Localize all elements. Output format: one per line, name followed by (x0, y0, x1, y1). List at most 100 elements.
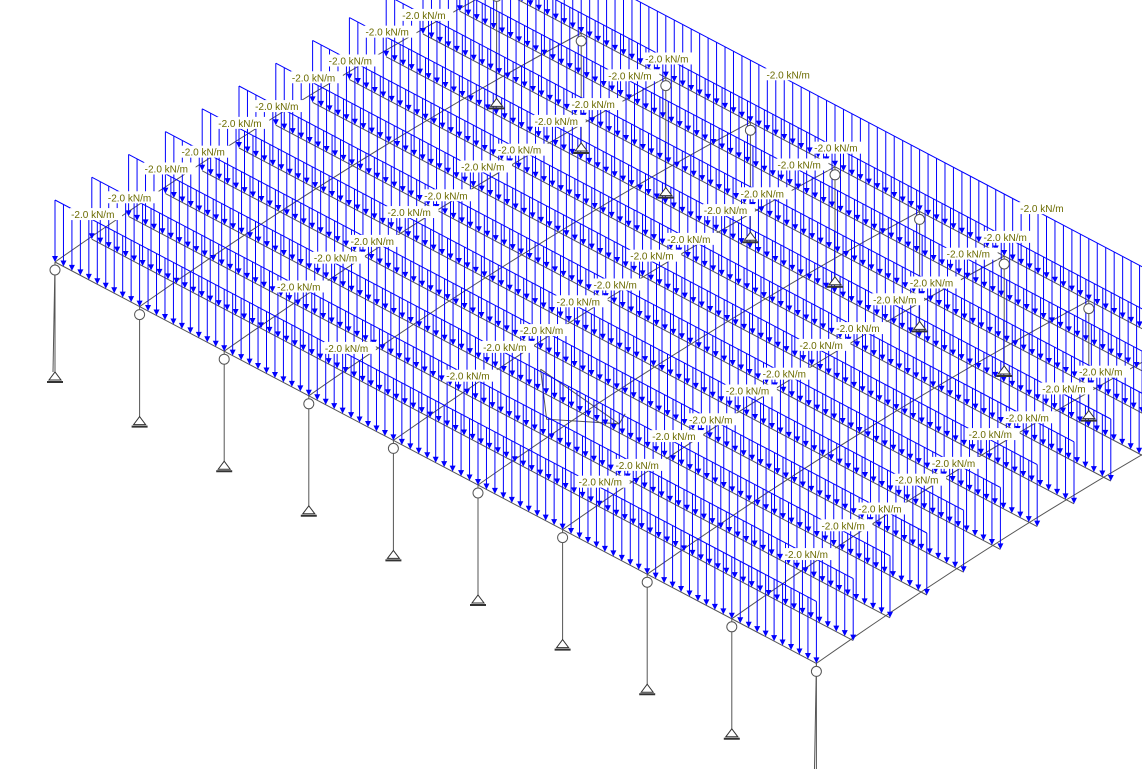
load-arrow-head (518, 122, 525, 129)
load-arrow-head (1045, 484, 1052, 491)
load-arrow-head (839, 418, 846, 425)
load-arrow-head (400, 59, 407, 66)
load-arrow-head (1071, 371, 1078, 378)
load-arrow-head (323, 145, 330, 152)
load-arrow-head (540, 428, 547, 435)
load-arrow-head (450, 86, 457, 93)
load-arrow-head (582, 324, 589, 331)
load-arrow-head (367, 380, 374, 387)
load-arrow-head (527, 126, 534, 133)
load-arrow-head (275, 204, 282, 211)
load-arrow-head (798, 142, 805, 149)
load-arrow-head (887, 359, 894, 366)
load-arrow-head (328, 317, 335, 324)
load-arrow-head (604, 505, 611, 512)
pin-support-icon (217, 460, 232, 470)
load-arrow-head (988, 538, 995, 545)
load-arrow-head (836, 585, 843, 592)
load-arrow-head (176, 237, 183, 244)
load-arrow-head (348, 159, 355, 166)
load-arrow-head (559, 523, 566, 530)
load-arrow-head (179, 196, 186, 203)
load-arrow-head (537, 343, 544, 350)
brace-line (813, 663, 817, 769)
load-arrow-head (758, 206, 765, 213)
load-arrow-head (390, 434, 397, 441)
load-arrow-head (393, 267, 400, 274)
load-arrow-head (790, 603, 797, 610)
load-arrow-head (856, 426, 863, 433)
load-arrow-head (607, 464, 614, 471)
load-arrow-head (923, 589, 930, 595)
load-arrow-head (1046, 358, 1053, 365)
load-arrow-head (385, 262, 392, 269)
load-arrow-head (885, 273, 892, 280)
load-arrow-head (662, 197, 669, 204)
load-arrow-head (878, 480, 885, 487)
load-arrow-head (492, 235, 499, 242)
load-arrow-head (382, 177, 389, 184)
load-label-bg (254, 100, 307, 113)
load-arrow-head (218, 259, 225, 266)
load-arrow-head (724, 188, 731, 195)
load-arrow-head (462, 50, 469, 57)
load-arrow-head (856, 553, 863, 560)
load-arrow-head (792, 224, 799, 231)
load-arrow-head (373, 425, 380, 432)
load-arrow-head (408, 190, 415, 197)
load-arrow-head (763, 504, 770, 511)
load-arrow-head (187, 200, 194, 207)
load-arrow-head (836, 458, 843, 465)
load-arrow-head (830, 539, 837, 546)
load-arrow-head (585, 410, 592, 417)
load-label: -2.0 kN/m (1079, 368, 1122, 379)
load-top-line (201, 108, 964, 511)
load-arrow-head (571, 361, 578, 368)
load-arrow-head (851, 255, 858, 262)
load-arrow-head (506, 411, 513, 418)
load-arrow-head (1119, 312, 1126, 319)
load-arrow-head (788, 517, 795, 524)
load-arrow-head (602, 419, 609, 426)
load-arrow-head (441, 334, 448, 341)
load-arrow-head (308, 349, 315, 356)
load-arrow-head (377, 132, 384, 139)
load-arrow-head (1017, 385, 1024, 392)
load-arrow-head (453, 298, 459, 305)
load-arrow-head (737, 617, 744, 624)
load-arrow-head (1011, 466, 1018, 473)
load-arrow-head (927, 421, 934, 428)
load-arrow-head (859, 386, 866, 393)
load-arrow-head (617, 216, 624, 223)
load-arrow-head (444, 420, 451, 427)
load-arrow-head (763, 251, 770, 258)
load-arrow-head (696, 89, 703, 96)
load-arrow-head (382, 303, 389, 310)
load-arrow-head (676, 121, 683, 128)
load-arrow-head (407, 316, 414, 323)
load-arrow-head (850, 508, 857, 515)
load-arrow-head (291, 340, 298, 347)
load-arrow-head (475, 352, 482, 359)
load-arrow-head (688, 84, 695, 91)
load-label-bg (217, 116, 270, 129)
load-arrow-head (258, 196, 265, 203)
load-arrow-head (246, 358, 253, 365)
load-arrow-head (927, 295, 934, 302)
load-arrow-head (340, 154, 347, 161)
load-arrow-head (639, 270, 646, 277)
load-arrow-head (487, 63, 494, 70)
load-arrow-head (848, 169, 855, 176)
load-arrow-head (196, 205, 203, 212)
joint-node (387, 442, 399, 454)
load-label-bg (1019, 202, 1072, 215)
load-label: -2.0 kN/m (292, 73, 335, 84)
load-arrow-head (814, 404, 821, 411)
load-label: -2.0 kN/m (325, 344, 368, 355)
load-arrow-head (247, 232, 253, 239)
load-arrow-head (1000, 502, 1007, 509)
load-arrow-head (997, 417, 1004, 424)
load-arrow-head (541, 49, 548, 56)
load-label-bg (290, 71, 343, 84)
